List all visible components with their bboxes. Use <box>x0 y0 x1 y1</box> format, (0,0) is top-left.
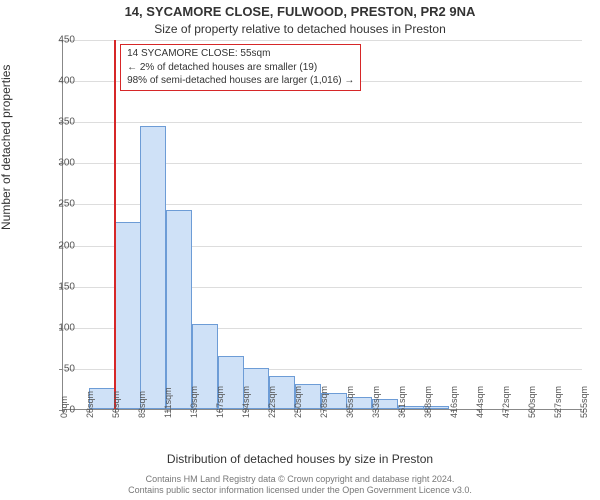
xtick-label: 305sqm <box>345 386 355 418</box>
xtick-label: 361sqm <box>397 386 407 418</box>
annotation-box: 14 SYCAMORE CLOSE: 55sqm ← 2% of detached… <box>120 44 361 91</box>
xtick-label: 28sqm <box>85 391 95 418</box>
title-subtitle: Size of property relative to detached ho… <box>0 22 600 36</box>
xtick-label: 388sqm <box>423 386 433 418</box>
histogram-bar <box>140 126 166 409</box>
histogram-bar <box>115 222 141 409</box>
xtick-label: 222sqm <box>267 386 277 418</box>
xtick-label: 444sqm <box>475 386 485 418</box>
annotation-line1: 14 SYCAMORE CLOSE: 55sqm <box>127 48 270 59</box>
xtick-label: 139sqm <box>189 386 199 418</box>
footnote-line1: Contains HM Land Registry data © Crown c… <box>146 474 455 484</box>
xtick-label: 333sqm <box>371 386 381 418</box>
histogram-bar <box>166 210 192 409</box>
xtick-label: 0sqm <box>59 396 69 418</box>
annotation-line2: ← 2% of detached houses are smaller (19) <box>127 62 317 73</box>
xtick-label: 555sqm <box>579 386 589 418</box>
ytick-label: 350 <box>41 117 75 128</box>
xtick-label: 111sqm <box>163 387 173 418</box>
footnote: Contains HM Land Registry data © Crown c… <box>0 474 600 497</box>
xtick-label: 83sqm <box>137 391 147 418</box>
title-address: 14, SYCAMORE CLOSE, FULWOOD, PRESTON, PR… <box>0 4 600 19</box>
xtick-label: 416sqm <box>449 386 459 418</box>
xtick-label: 527sqm <box>553 386 563 418</box>
marker-line <box>114 40 116 409</box>
chart-container: 14, SYCAMORE CLOSE, FULWOOD, PRESTON, PR… <box>0 0 600 500</box>
gridline <box>63 122 582 123</box>
xtick-label: 250sqm <box>293 386 303 418</box>
annotation-line3: 98% of semi-detached houses are larger (… <box>127 75 354 86</box>
xtick-label: 472sqm <box>501 386 511 418</box>
ytick-label: 150 <box>41 281 75 292</box>
ytick-label: 100 <box>41 322 75 333</box>
x-axis-label: Distribution of detached houses by size … <box>0 452 600 466</box>
xtick-label: 278sqm <box>319 386 329 418</box>
ytick-label: 250 <box>41 199 75 210</box>
y-axis-label: Number of detached properties <box>0 65 13 230</box>
xtick-label: 194sqm <box>241 386 251 418</box>
xtick-label: 500sqm <box>527 386 537 418</box>
ytick-label: 450 <box>41 35 75 46</box>
ytick-label: 400 <box>41 76 75 87</box>
gridline <box>63 40 582 41</box>
footnote-line2: Contains public sector information licen… <box>128 485 472 495</box>
plot-area: 14 SYCAMORE CLOSE: 55sqm ← 2% of detached… <box>62 40 582 410</box>
ytick-label: 0 <box>41 405 75 416</box>
xtick-label: 167sqm <box>215 386 225 418</box>
xtick-label: 56sqm <box>111 391 121 418</box>
ytick-label: 300 <box>41 158 75 169</box>
ytick-label: 50 <box>41 363 75 374</box>
ytick-label: 200 <box>41 240 75 251</box>
